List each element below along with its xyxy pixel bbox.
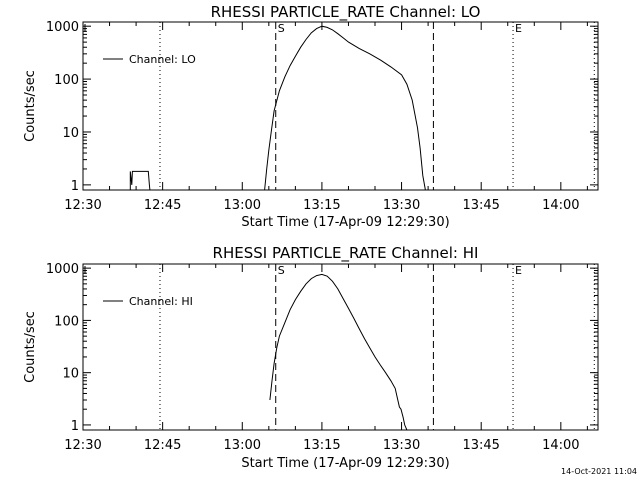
x-tick-label: 14:00	[542, 198, 579, 213]
x-tick-label: 12:30	[64, 198, 101, 213]
series-line-1-segment-2	[264, 25, 426, 191]
x-tick-label: 13:30	[383, 438, 420, 453]
series-line-1-segment-1	[269, 273, 408, 431]
x-tick-label: 12:45	[144, 198, 181, 213]
x-axis-label: Start Time (17-Apr-09 12:29:30)	[241, 215, 449, 230]
x-axis-label: Start Time (17-Apr-09 12:29:30)	[241, 456, 449, 471]
marker-label: S	[278, 22, 285, 35]
legend-entry: Channel: LO	[129, 53, 196, 66]
x-tick-label: 13:45	[462, 198, 499, 213]
y-tick-label: 10	[62, 126, 79, 141]
x-tick-label: 13:00	[224, 438, 261, 453]
y-axis-label: Counts/sec	[23, 311, 38, 383]
marker-label: E	[515, 22, 522, 35]
footer-timestamp: 14-Oct-2021 11:04	[561, 467, 637, 476]
x-tick-label: 13:15	[303, 438, 340, 453]
y-tick-label: 1	[71, 419, 79, 434]
y-tick-label: 1000	[46, 262, 79, 277]
y-tick-label: 1000	[46, 20, 79, 35]
y-tick-label: 10	[62, 367, 79, 382]
plot-frame	[82, 21, 599, 191]
y-tick-label: 100	[54, 73, 79, 88]
chart-panel-2: RHESSI PARTICLE_RATE Channel: HI Counts/s…	[23, 244, 599, 471]
x-tick-label: 12:30	[64, 438, 101, 453]
chart-panel-1: RHESSI PARTICLE_RATE Channel: LO Counts/s…	[23, 3, 599, 230]
marker-label: E	[515, 264, 522, 277]
x-tick-label: 13:00	[224, 198, 261, 213]
y-axis-label: Counts/sec	[23, 70, 38, 142]
plot-frame	[82, 263, 599, 431]
y-tick-label: 100	[54, 314, 79, 329]
chart-title: RHESSI PARTICLE_RATE Channel: HI	[213, 244, 479, 263]
x-tick-label: 13:45	[462, 438, 499, 453]
legend-entry: Channel: HI	[129, 295, 193, 308]
chart-title: RHESSI PARTICLE_RATE Channel: LO	[211, 3, 481, 22]
x-tick-label: 13:15	[303, 198, 340, 213]
marker-label: S	[278, 264, 285, 277]
series-line-1-segment-1	[129, 170, 151, 191]
y-tick-label: 1	[71, 179, 79, 194]
x-tick-label: 12:45	[144, 438, 181, 453]
x-tick-label: 14:00	[542, 438, 579, 453]
x-tick-label: 13:30	[383, 198, 420, 213]
